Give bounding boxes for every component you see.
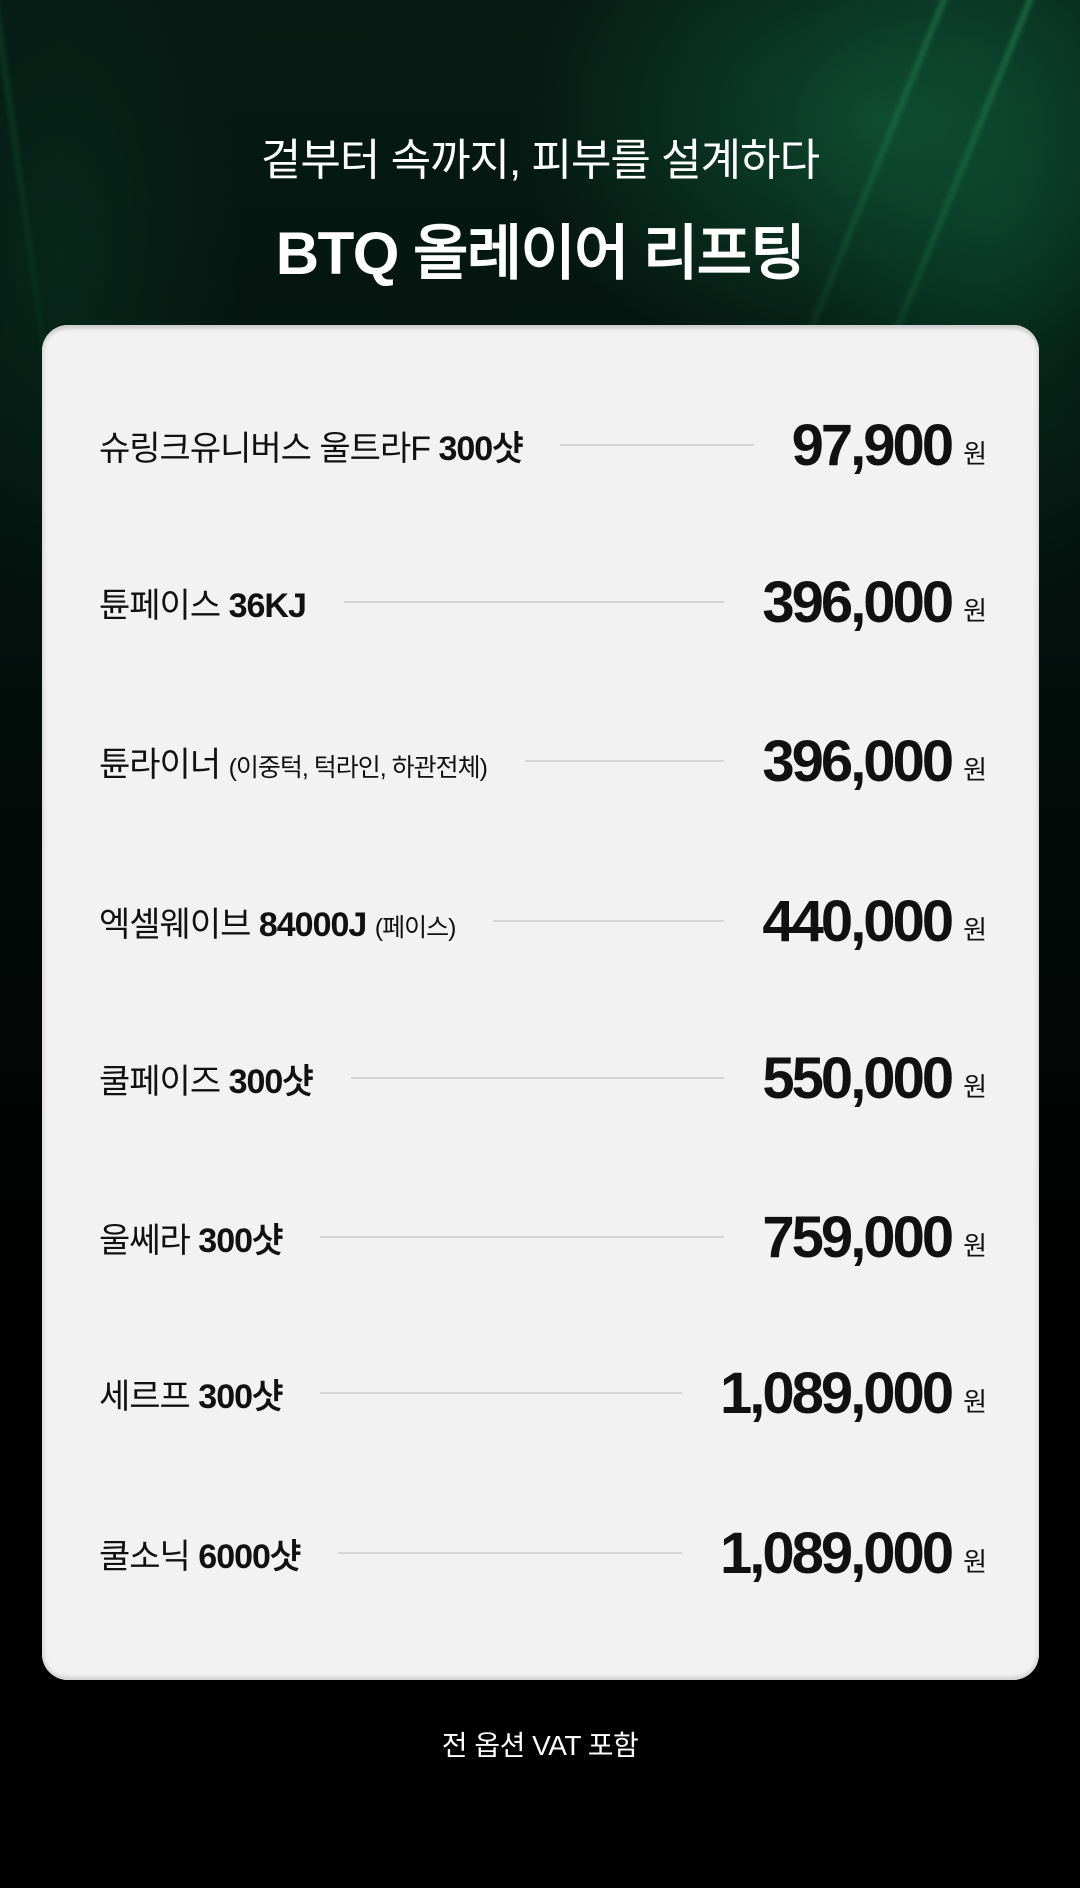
currency-unit: 원 (963, 438, 987, 469)
divider-line (525, 760, 725, 762)
item-label: 튠라이너 (이중턱, 턱라인, 하관전체) (99, 737, 488, 786)
item-label: 세르프 300샷 (99, 1369, 283, 1418)
currency-unit: 원 (963, 1546, 987, 1577)
item-name: 튠페이스 (99, 586, 221, 625)
divider-line (493, 920, 725, 922)
item-label: 쿨소닉 6000샷 (99, 1529, 301, 1578)
price-row: 튠페이스 36KJ 396,000 원 (99, 562, 987, 642)
item-spec: 84000J (258, 905, 367, 944)
price-row: 울쎄라 300샷 759,000 원 (99, 1197, 987, 1277)
item-price: 550,000 (762, 1045, 954, 1111)
divider-line (560, 444, 754, 446)
vat-note: 전 옵션 VAT 포함 (441, 1730, 639, 1761)
item-price: 396,000 (762, 569, 954, 635)
item-name: 쿨페이즈 (99, 1062, 221, 1101)
divider-line (343, 601, 725, 603)
item-name: 엑셀웨이브 (99, 905, 251, 944)
item-note: (이중턱, 턱라인, 하관전체) (228, 753, 488, 782)
item-note: (페이스) (374, 913, 457, 942)
currency-unit: 원 (963, 914, 987, 945)
item-name: 튠라이너 (99, 745, 221, 784)
item-label: 쿨페이즈 300샷 (99, 1054, 314, 1103)
divider-line (350, 1077, 725, 1079)
divider-line (338, 1552, 683, 1554)
price-row: 쿨페이즈 300샷 550,000 원 (99, 1038, 987, 1118)
item-name: 쿨소닉 (99, 1537, 191, 1576)
item-label: 울쎄라 300샷 (99, 1213, 283, 1262)
price-row: 튠라이너 (이중턱, 턱라인, 하관전체) 396,000 원 (99, 721, 987, 801)
price-row: 엑셀웨이브 84000J (페이스) 440,000 원 (99, 881, 987, 961)
item-name: 세르프 (99, 1377, 191, 1416)
item-price: 1,089,000 (720, 1360, 954, 1426)
item-spec: 300샷 (198, 1377, 283, 1416)
item-price: 97,900 (791, 412, 954, 478)
currency-unit: 원 (963, 1071, 987, 1102)
item-spec: 36KJ (228, 586, 307, 625)
currency-unit: 원 (963, 754, 987, 785)
item-spec: 6000샷 (198, 1537, 301, 1576)
currency-unit: 원 (963, 1230, 987, 1261)
divider-line (320, 1392, 683, 1394)
divider-line (320, 1236, 725, 1238)
item-name: 슈링크유니버스 울트라F (99, 429, 431, 468)
page-subtitle: 겉부터 속까지, 피부를 설계하다 (260, 136, 820, 185)
item-spec: 300샷 (228, 1062, 314, 1101)
item-spec: 300샷 (438, 429, 523, 468)
price-row: 쿨소닉 6000샷 1,089,000 원 (99, 1513, 987, 1593)
price-row: 슈링크유니버스 울트라F 300샷 97,900 원 (99, 405, 987, 485)
price-row: 세르프 300샷 1,089,000 원 (99, 1353, 987, 1433)
item-price: 396,000 (762, 728, 954, 794)
item-price: 440,000 (762, 888, 954, 954)
currency-unit: 원 (963, 1386, 987, 1417)
page-title: BTQ 올레이어 리프팅 (275, 220, 806, 287)
item-name: 울쎄라 (99, 1221, 191, 1260)
item-label: 튠페이스 36KJ (99, 578, 307, 627)
price-card: 슈링크유니버스 울트라F 300샷 97,900 원 튠페이스 36KJ 396,000… (42, 325, 1039, 1680)
item-price: 1,089,000 (720, 1520, 954, 1586)
item-label: 슈링크유니버스 울트라F 300샷 (99, 421, 523, 470)
item-label: 엑셀웨이브 84000J (페이스) (99, 897, 457, 946)
currency-unit: 원 (963, 595, 987, 626)
item-price: 759,000 (762, 1204, 954, 1270)
item-spec: 300샷 (198, 1221, 283, 1260)
